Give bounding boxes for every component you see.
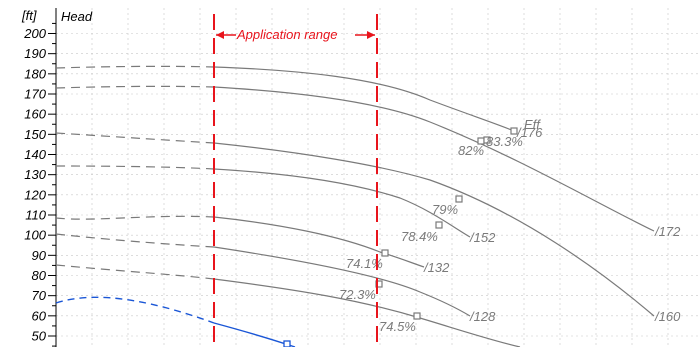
range-arrowhead-right bbox=[367, 31, 375, 39]
curve-label-172: /172 bbox=[654, 224, 681, 239]
curve-160-dashed bbox=[56, 133, 214, 143]
curve-176 bbox=[214, 67, 514, 131]
efficiency-markers bbox=[376, 128, 517, 319]
curve-152-dashed bbox=[56, 166, 214, 169]
y-tick-label-170: 170 bbox=[24, 87, 46, 102]
y-tick-label-130: 130 bbox=[24, 167, 46, 182]
y-tick-label-90: 90 bbox=[32, 248, 47, 263]
range-arrowhead-left bbox=[216, 31, 224, 39]
y-axis-label: Head bbox=[61, 9, 93, 24]
curves-dashed bbox=[56, 66, 214, 279]
grid bbox=[56, 8, 700, 347]
y-tick-label-50: 50 bbox=[32, 329, 47, 344]
y-tick-label-80: 80 bbox=[32, 268, 47, 283]
curve-132-dashed bbox=[56, 216, 214, 219]
curve-label-128: /128 bbox=[469, 309, 496, 324]
curve-128-dashed bbox=[56, 234, 214, 247]
eff-marker-74-1 bbox=[382, 250, 388, 256]
y-unit-label: [ft] bbox=[21, 8, 37, 23]
range-label: Application range bbox=[236, 27, 337, 42]
y-tick-label-150: 150 bbox=[24, 127, 46, 142]
operating-curve bbox=[214, 323, 295, 347]
y-tick-label-160: 160 bbox=[24, 107, 46, 122]
curve-label-152: /152 bbox=[469, 230, 496, 245]
y-ticks: 50 60 70 80 90 100 110 120 130 140 150 160 170 180 190… bbox=[23, 23, 56, 346]
y-tick-label-60: 60 bbox=[32, 308, 47, 323]
y-tick-label-100: 100 bbox=[24, 228, 46, 243]
operating-point-marker bbox=[284, 341, 290, 347]
y-tick-label-120: 120 bbox=[24, 187, 46, 202]
eff-label-79: 79% bbox=[432, 202, 458, 217]
y-tick-label-70: 70 bbox=[32, 288, 47, 303]
curve-label-176: /176 bbox=[516, 125, 543, 140]
curve-120-dashed bbox=[56, 265, 214, 279]
curve-132 bbox=[214, 217, 424, 267]
curve-128 bbox=[214, 247, 470, 316]
eff-marker-78 bbox=[436, 222, 442, 228]
curve-label-160: /160 bbox=[654, 309, 681, 324]
eff-label-72-3: 72.3% bbox=[339, 287, 376, 302]
y-tick-label-140: 140 bbox=[24, 147, 46, 162]
y-tick-label-180: 180 bbox=[24, 66, 46, 81]
y-tick-label-200: 200 bbox=[23, 26, 46, 41]
eff-label-82: 82% bbox=[458, 143, 484, 158]
curve-label-132: /132 bbox=[423, 260, 450, 275]
operating-curve-dashed bbox=[56, 297, 214, 323]
y-tick-label-190: 190 bbox=[24, 46, 46, 61]
curve-172-dashed bbox=[56, 86, 214, 88]
y-tick-label-110: 110 bbox=[25, 208, 46, 223]
curve-176-dashed bbox=[56, 66, 214, 68]
eff-label-74-5: 74.5% bbox=[379, 319, 416, 334]
eff-label-78: 78.4% bbox=[401, 229, 438, 244]
